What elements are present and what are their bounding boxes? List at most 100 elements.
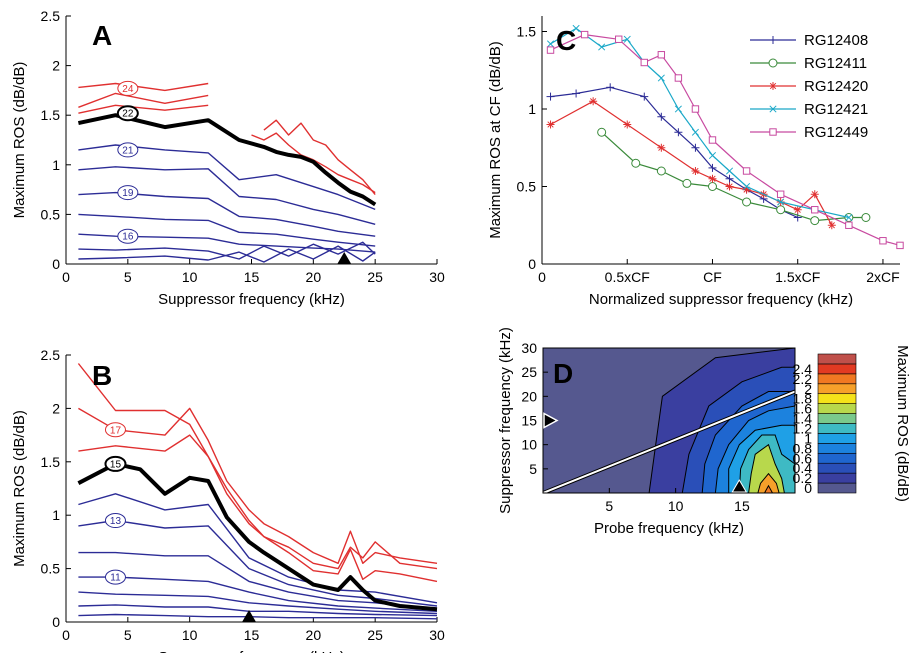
colorbar-tick-label: 0.4 [793,460,813,476]
series-circle-text: 16 [122,232,134,243]
colorbar-swatch [817,443,857,454]
data-point [682,178,692,188]
data-point [861,213,871,222]
x-tick-label: 15 [244,627,260,643]
series-line-below [78,591,438,615]
data-point [546,40,555,48]
x-tick-label: 15 [244,269,260,285]
data-point [691,128,699,136]
colorbar-swatch [817,393,857,404]
data-point [598,43,606,51]
x-tick-label: 30 [429,627,445,643]
data-point [547,121,554,128]
colorbar-swatch [817,383,857,395]
data-point [580,30,589,39]
colorbar-tick-label: 2.4 [793,361,813,377]
y-axis-label: Maximum ROS at CF (dB/dB) [487,41,504,239]
colorbar-swatch [817,363,857,375]
x-tick-label: 20 [306,269,322,285]
data-point [708,151,717,160]
series-line-above [78,407,438,564]
colorbar-swatch [817,413,857,424]
colorbar-label: Maximum ROS (dB/dB) [894,345,911,502]
y-tick-label: 25 [521,364,537,380]
colorbar-swatch [817,433,857,444]
y-axis-label: Suppressor frequency (kHz) [497,327,514,514]
diagonal-line [543,390,795,493]
series-line-above [77,363,438,570]
series-circle-label [104,569,126,585]
series-line-below [78,551,438,610]
colorbar-tick-label: 1.6 [793,401,813,417]
y-tick-label: 10 [521,437,537,453]
x-tick-label: 10 [668,498,684,514]
x-axis-label: Probe frequency (kHz) [594,520,744,537]
heatmap-area [543,348,795,493]
series-line-below [78,213,376,247]
x-axis-label: Normalized suppressor frequency (kHz) [589,291,853,308]
data-point [845,221,853,229]
x-tick-label: 15 [734,498,750,514]
series-circle-label [116,105,139,122]
colorbar-swatch [817,423,857,434]
x-tick-label: 5 [124,269,132,285]
panel-b: 0 5 10 15 20 25 30 0 0.5 1 1.5 2 2.5 Suppressor frequ… [11,347,445,653]
y-tick-label: 15 [521,413,537,429]
data-point [624,121,631,128]
data-point [658,144,665,151]
colorbar-swatch [817,353,857,365]
y-axis-label: Maximum ROS (dB/dB) [11,410,28,567]
y-tick-label: 1 [52,507,60,523]
y-tick-label: 0 [52,614,60,630]
colorbar-tick-label: 1.4 [793,411,813,427]
series-line-above [78,434,438,583]
data-point [725,167,734,175]
data-point [709,175,716,182]
x-tick-label: 30 [429,269,445,285]
probe-marker-icon [731,479,748,493]
y-tick-label: 1 [52,157,60,173]
data-point [776,205,786,215]
data-point [692,167,699,175]
y-tick-label: 1 [528,101,536,117]
series-line [601,131,866,222]
x-tick-label: 0.5xCF [605,269,650,285]
data-point [726,183,733,190]
series-circle-label [117,228,139,244]
probe-marker-icon [337,252,352,264]
series-line-above [78,82,209,92]
data-point [769,105,777,113]
colorbar-tick-label: 2 [804,381,812,397]
colorbar-swatch [817,452,857,464]
y-tick-label: 30 [521,340,537,356]
data-point [674,74,683,82]
plot-frame [66,16,437,264]
x-axis-label: Suppressor frequency (kHz) [158,291,345,308]
series-line-above [78,104,209,114]
series-line [550,86,798,219]
data-point [623,35,631,43]
series-circle-text: 22 [122,109,134,120]
panel-letter: D [553,358,573,389]
data-point [810,216,820,226]
data-point [640,58,648,67]
data-point [811,206,819,214]
colorbar-tick-label: 0 [804,480,812,496]
colorbar-tick-label: 1.8 [793,391,813,407]
legend-entry: RG12449 [804,124,868,141]
x-tick-label: 2xCF [866,269,899,285]
panel-c: 0 0.5xCF CF 1.5xCF 2xCF 0 0.5 1 1.5 Normalized su… [487,16,904,308]
x-tick-label: 20 [306,627,322,643]
y-tick-label: 1.5 [41,454,61,470]
y-tick-label: 0.5 [41,561,61,577]
data-point [776,190,785,198]
y-tick-label: 2.5 [41,8,61,24]
contour-level-1.6 [748,443,785,493]
series-line [550,27,850,219]
x-axis-label: Suppressor frequency (kHz) [158,649,345,653]
y-tick-label: 20 [521,388,537,404]
x-tick-label: 25 [367,269,383,285]
series-line-below [78,166,376,225]
data-point [742,167,751,175]
x-tick-label: 10 [182,269,198,285]
